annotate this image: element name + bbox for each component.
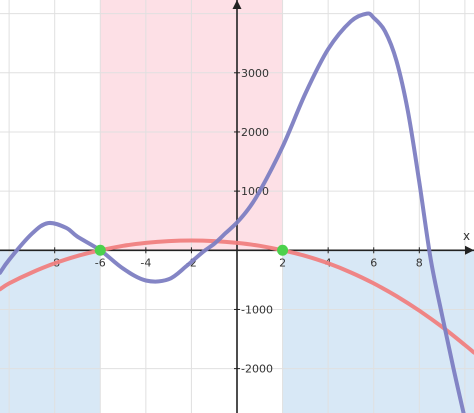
shaded-region-2 xyxy=(282,250,474,413)
x-tick-label: -4 xyxy=(140,256,151,269)
intersection-point xyxy=(277,244,289,256)
y-axis-arrow xyxy=(232,0,242,9)
series-red-curve xyxy=(0,238,474,355)
shaded-region-1 xyxy=(0,250,101,413)
x-tick-label: 2 xyxy=(279,256,286,269)
x-axis-label: x xyxy=(463,229,470,243)
y-tick-label: 3000 xyxy=(241,67,269,80)
x-tick-label: 6 xyxy=(370,256,377,269)
curves xyxy=(0,11,474,413)
series-purple-curve xyxy=(0,11,466,413)
intersection-point xyxy=(94,244,106,256)
y-tick-label: 2000 xyxy=(241,126,269,139)
x-tick-label: -6 xyxy=(95,256,106,269)
intersection-points xyxy=(94,244,289,256)
x-tick-label: 8 xyxy=(416,256,423,269)
y-tick-label: -1000 xyxy=(241,303,273,316)
x-axis-arrow xyxy=(465,245,474,255)
y-tick-label: -2000 xyxy=(241,363,273,376)
